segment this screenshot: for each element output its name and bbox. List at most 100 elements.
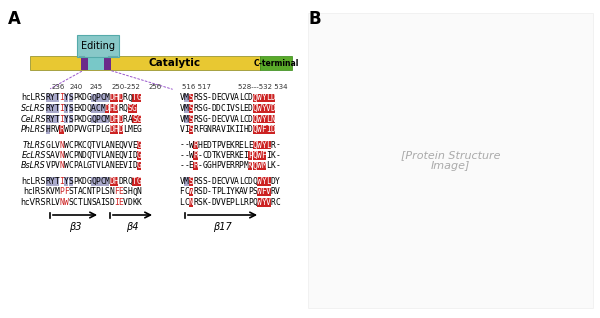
Text: L: L <box>266 141 271 149</box>
Text: hcIRS: hcIRS <box>23 188 46 197</box>
Text: R: R <box>234 162 239 170</box>
Text: S: S <box>198 188 203 197</box>
Text: W: W <box>257 114 262 123</box>
Text: N: N <box>137 188 142 197</box>
Text: W: W <box>257 141 262 149</box>
Text: D: D <box>202 188 207 197</box>
Text: E: E <box>114 141 119 149</box>
Bar <box>91 177 95 186</box>
Text: P: P <box>73 93 78 102</box>
Text: E: E <box>225 162 230 170</box>
Text: N: N <box>109 188 114 197</box>
Text: T: T <box>91 151 96 160</box>
Text: A: A <box>105 151 110 160</box>
Bar <box>55 104 59 113</box>
Text: V: V <box>95 151 100 160</box>
Text: -: - <box>198 162 203 170</box>
Bar <box>30 56 260 70</box>
Text: G: G <box>207 162 212 170</box>
Text: A: A <box>239 188 244 197</box>
Text: D: D <box>211 198 216 207</box>
Text: N: N <box>77 151 82 160</box>
Text: T: T <box>132 93 137 102</box>
Text: V: V <box>225 114 230 123</box>
Text: L: L <box>179 198 184 207</box>
Text: E: E <box>188 162 194 170</box>
Bar <box>100 115 105 123</box>
Text: 245: 245 <box>90 84 103 90</box>
Text: S: S <box>188 93 194 102</box>
Text: Q: Q <box>253 141 257 149</box>
Text: S: S <box>46 151 50 160</box>
Bar <box>104 56 111 70</box>
Text: R: R <box>193 151 198 160</box>
Bar <box>193 151 198 160</box>
Text: R: R <box>193 162 198 170</box>
Text: Y: Y <box>64 104 68 113</box>
Text: D: D <box>248 114 253 123</box>
Bar <box>253 94 257 102</box>
Text: Q: Q <box>253 198 257 207</box>
Text: V: V <box>230 104 235 113</box>
Text: A: A <box>234 93 239 102</box>
Bar <box>271 94 275 102</box>
Text: W: W <box>257 177 262 186</box>
Bar <box>137 162 141 170</box>
Text: K: K <box>77 177 82 186</box>
Text: I: I <box>59 93 64 102</box>
Text: L: L <box>100 188 105 197</box>
Text: [Protein Structure
Image]: [Protein Structure Image] <box>401 150 500 171</box>
Text: L: L <box>100 162 105 170</box>
Text: S: S <box>198 198 203 207</box>
Bar <box>119 125 123 134</box>
Text: CeLRS: CeLRS <box>20 114 46 123</box>
Bar <box>266 125 271 134</box>
Bar <box>262 177 266 186</box>
Text: C: C <box>95 104 100 113</box>
Bar <box>100 177 105 186</box>
Text: R: R <box>193 198 198 207</box>
Text: D: D <box>248 177 253 186</box>
Bar <box>68 94 73 102</box>
Text: Q: Q <box>253 114 257 123</box>
Text: TtLRS: TtLRS <box>23 141 46 149</box>
Text: D: D <box>207 141 212 149</box>
Text: K: K <box>132 198 137 207</box>
Bar <box>184 177 189 186</box>
Text: R: R <box>271 141 275 149</box>
Text: M: M <box>184 114 189 123</box>
Bar <box>257 125 262 134</box>
Text: V: V <box>230 177 235 186</box>
Text: I: I <box>59 177 64 186</box>
Text: Editing: Editing <box>81 41 115 51</box>
Text: E: E <box>216 93 221 102</box>
Text: S: S <box>188 177 194 186</box>
Text: H: H <box>46 125 50 134</box>
Text: N: N <box>59 141 64 149</box>
Text: L: L <box>221 188 226 197</box>
Text: R: R <box>59 125 64 134</box>
Text: E: E <box>225 198 230 207</box>
Text: -: - <box>207 198 212 207</box>
Text: V: V <box>216 198 221 207</box>
Text: Y: Y <box>64 93 68 102</box>
Text: D: D <box>82 104 87 113</box>
Text: V: V <box>55 198 59 207</box>
Text: E: E <box>225 141 230 149</box>
Text: C: C <box>184 198 189 207</box>
Text: D: D <box>118 114 123 123</box>
Text: R: R <box>193 141 198 149</box>
Text: T: T <box>73 188 78 197</box>
Bar <box>46 104 50 113</box>
Text: K: K <box>234 151 239 160</box>
Text: A: A <box>91 104 96 113</box>
Text: T: T <box>77 198 82 207</box>
Text: G: G <box>137 162 142 170</box>
Text: C: C <box>73 198 78 207</box>
Bar <box>253 141 257 149</box>
Bar <box>262 94 266 102</box>
Text: L: L <box>100 141 105 149</box>
Bar <box>266 177 271 186</box>
Text: I: I <box>127 151 133 160</box>
Text: F: F <box>262 188 266 197</box>
